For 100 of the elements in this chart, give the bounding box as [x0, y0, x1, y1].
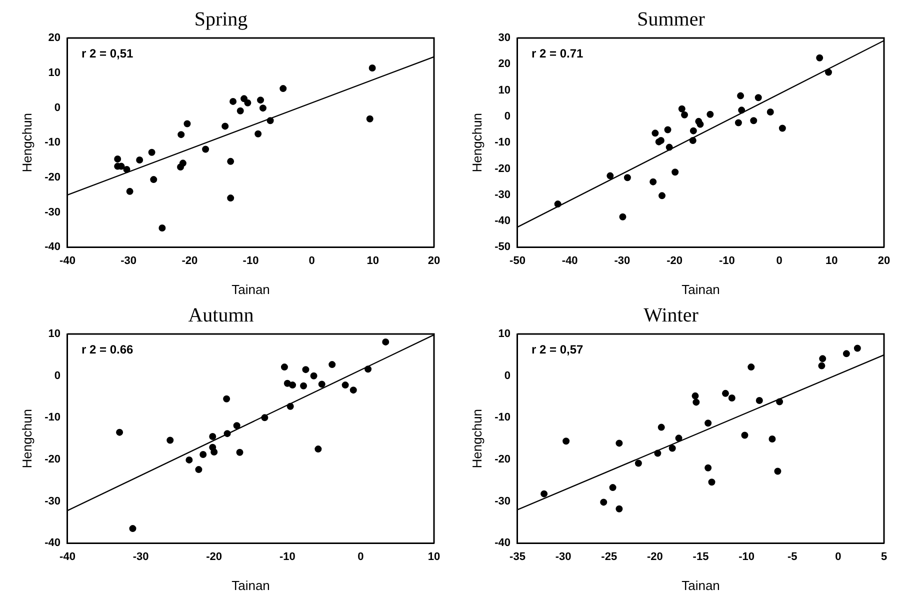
x-tick-label: 20	[878, 254, 890, 267]
y-tick-label: -10	[44, 412, 60, 424]
y-tick-label: 10	[48, 328, 60, 340]
point	[202, 146, 210, 153]
point	[768, 436, 776, 443]
point	[178, 131, 185, 138]
point	[741, 432, 748, 439]
x-axis-title: Tainan	[682, 282, 720, 297]
point	[261, 414, 268, 422]
chart-title: Summer	[637, 8, 706, 30]
x-tick-label: 0	[776, 254, 782, 267]
point	[227, 158, 234, 165]
point	[634, 460, 642, 467]
y-tick-label: 20	[498, 58, 510, 70]
y-tick-label: -30	[44, 495, 60, 508]
point	[158, 224, 166, 232]
point	[314, 446, 322, 453]
point	[382, 338, 390, 346]
x-tick-label: -25	[601, 550, 618, 563]
point	[328, 361, 336, 368]
point	[302, 366, 310, 374]
y-tick-label: -40	[44, 537, 60, 550]
x-tick-label: -10	[242, 254, 259, 267]
x-tick-label: -30	[555, 550, 572, 563]
x-tick-label: -40	[562, 254, 578, 267]
chart-title: Spring	[194, 8, 248, 30]
point	[734, 119, 742, 126]
point	[259, 104, 266, 112]
x-tick-label: 5	[880, 550, 888, 563]
point	[722, 390, 729, 397]
x-tick-label: -35	[510, 550, 526, 563]
point	[748, 364, 755, 371]
x-tick-label: 10	[428, 550, 440, 563]
y-tick-label: -10	[44, 136, 60, 149]
point	[619, 213, 626, 220]
x-tick-label: -30	[120, 254, 137, 267]
y-tick-label: 0	[504, 370, 510, 382]
x-tick-label: 0	[358, 550, 364, 563]
y-tick-label: 30	[498, 32, 510, 44]
point	[600, 498, 608, 506]
point	[129, 525, 136, 532]
point	[650, 178, 657, 186]
y-tick-label: -20	[494, 162, 510, 175]
point	[184, 120, 191, 128]
x-tick-label: -10	[718, 254, 735, 267]
point	[114, 155, 122, 162]
point	[654, 450, 662, 457]
point	[318, 380, 326, 388]
y-tick-label: -30	[44, 206, 60, 218]
point	[562, 438, 570, 445]
x-tick-label: 20	[428, 254, 440, 267]
y-axis-title: Hengchun	[469, 408, 484, 468]
y-tick-label: 0	[54, 102, 60, 114]
y-tick-label: -50	[494, 241, 510, 254]
point	[778, 124, 786, 132]
point	[554, 200, 562, 208]
point	[728, 394, 736, 402]
x-tick-label: 10	[826, 254, 838, 267]
point	[774, 468, 782, 475]
point	[195, 466, 202, 474]
y-tick-label: -20	[44, 454, 60, 466]
point	[664, 126, 672, 134]
y-tick-label: 10	[498, 328, 510, 340]
annotation: r 2 = 0,57	[532, 342, 584, 356]
y-tick-label: -40	[44, 241, 60, 254]
x-tick-label: -20	[182, 254, 198, 267]
point	[766, 108, 774, 116]
point	[222, 122, 229, 130]
point	[223, 395, 230, 402]
point	[819, 355, 826, 362]
point	[136, 156, 144, 164]
x-tick-label: -10	[738, 550, 755, 563]
x-tick-label: -5	[787, 550, 798, 563]
y-tick-label: -30	[494, 188, 510, 201]
point	[148, 148, 156, 156]
annotation: r 2 = 0.66	[82, 342, 134, 356]
point	[200, 451, 207, 458]
x-axis-title: Tainan	[682, 578, 720, 593]
point	[750, 117, 758, 124]
point	[706, 110, 714, 118]
y-tick-label: -10	[494, 136, 510, 149]
y-tick-label: -40	[494, 215, 510, 228]
point	[616, 440, 623, 447]
point	[704, 464, 712, 472]
point	[672, 168, 679, 176]
point	[209, 433, 216, 440]
point	[179, 160, 186, 167]
y-tick-label: -20	[494, 454, 510, 466]
x-tick-label: 0	[835, 550, 842, 563]
y-tick-label: 10	[498, 84, 510, 96]
x-tick-label: -15	[692, 550, 709, 563]
point	[776, 398, 784, 406]
y-axis-title: Hengchun	[19, 408, 34, 468]
point	[675, 434, 682, 442]
point	[754, 94, 762, 102]
x-tick-label: -30	[614, 254, 630, 267]
point	[280, 364, 288, 371]
point	[854, 344, 861, 352]
point	[842, 350, 850, 358]
point	[166, 436, 174, 444]
